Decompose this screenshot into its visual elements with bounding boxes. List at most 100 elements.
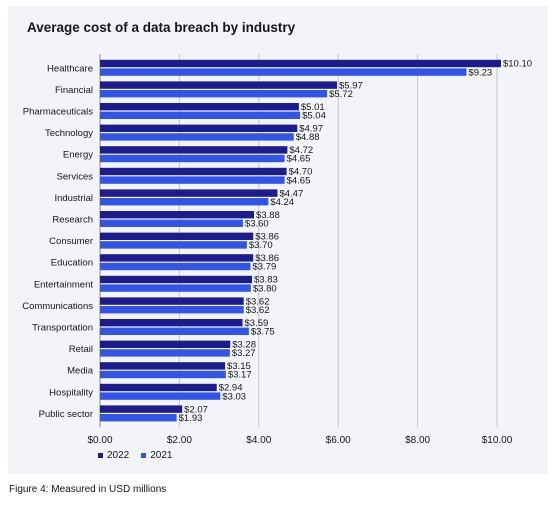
bar-2022-entertainment — [100, 275, 253, 284]
bar-2022-energy — [100, 146, 288, 154]
x-tick-label: $6.00 — [326, 435, 351, 446]
bar-2021-financial — [100, 90, 328, 98]
bar-2022-technology — [100, 124, 298, 132]
bar-2021-media — [100, 370, 226, 379]
category-label: Entertainment — [34, 279, 94, 290]
x-tick-label: $8.00 — [405, 435, 430, 446]
category-label: Energy — [63, 150, 93, 161]
bar-2022-transportation — [100, 319, 243, 327]
category-label: Communications — [22, 301, 93, 312]
data-label: $3.86 — [255, 232, 279, 243]
category-label: Research — [52, 215, 93, 226]
data-label: $3.86 — [255, 253, 279, 264]
bar-2021-hospitality — [100, 392, 221, 400]
data-label: $4.88 — [296, 132, 320, 143]
bar-2022-industrial — [100, 189, 278, 197]
data-label: $3.75 — [251, 327, 275, 338]
bar-2021-public-sector — [100, 414, 177, 422]
bar-2021-industrial — [100, 198, 269, 206]
x-tick-label: $4.00 — [246, 435, 271, 446]
data-label: $4.70 — [289, 167, 313, 178]
data-label: $4.97 — [299, 124, 323, 135]
data-label: $3.62 — [246, 296, 270, 307]
legend-item-2021: 2021 — [141, 450, 173, 461]
category-label: Retail — [69, 344, 93, 355]
category-label: Public sector — [39, 409, 93, 420]
category-label: Industrial — [54, 193, 93, 204]
bar-2022-public-sector — [100, 405, 183, 413]
legend-item-2022: 2022 — [98, 450, 129, 461]
bar-2021-communications — [100, 306, 244, 314]
data-label: $3.03 — [222, 391, 246, 402]
category-label: Consumer — [49, 236, 93, 247]
category-label: Transportation — [32, 323, 93, 334]
data-label: $1.93 — [179, 413, 203, 424]
data-label: $3.83 — [254, 275, 278, 286]
bar-2022-research — [100, 211, 255, 219]
bar-2021-healthcare — [100, 68, 467, 76]
data-label: $3.17 — [228, 370, 252, 381]
bar-2022-retail — [100, 340, 231, 348]
data-label: $3.27 — [232, 348, 256, 359]
data-label: $2.07 — [184, 404, 208, 415]
data-label: $5.97 — [339, 80, 363, 91]
bar-2022-healthcare — [100, 59, 501, 68]
bar-2021-technology — [100, 133, 294, 141]
data-label: $9.23 — [468, 67, 492, 78]
category-label: Financial — [55, 85, 93, 96]
figure-caption: Figure 4: Measured in USD millions — [9, 484, 167, 495]
chart-title: Average cost of a data breach by industr… — [27, 20, 296, 35]
bar-2021-pharmaceuticals — [100, 111, 301, 119]
bar-2021-research — [100, 219, 243, 227]
data-label: $3.28 — [232, 340, 256, 351]
bar-2021-education — [100, 262, 251, 271]
data-label: $3.62 — [246, 305, 270, 316]
bar-2022-services — [100, 167, 287, 176]
bar-2021-services — [100, 176, 285, 184]
category-label: Hospitality — [49, 387, 93, 398]
data-label: $4.65 — [287, 175, 311, 186]
bar-2022-consumer — [100, 232, 254, 240]
bar-2021-retail — [100, 349, 230, 357]
legend: 2022 2021 — [98, 450, 173, 461]
x-tick-label: $2.00 — [167, 435, 192, 446]
bar-2022-hospitality — [100, 383, 217, 392]
data-label: $3.59 — [245, 318, 269, 329]
data-label: $5.04 — [302, 111, 326, 122]
bar-2022-financial — [100, 81, 338, 89]
bar-2022-pharmaceuticals — [100, 103, 299, 111]
data-label: $3.80 — [253, 283, 277, 294]
data-label: $4.24 — [270, 197, 294, 208]
category-label: Media — [67, 366, 94, 377]
data-label: $3.15 — [227, 361, 251, 372]
bar-2021-transportation — [100, 327, 249, 335]
category-label: Technology — [45, 128, 93, 139]
bar-2022-education — [100, 254, 254, 262]
bar-2021-energy — [100, 154, 285, 163]
data-label: $2.94 — [219, 383, 243, 394]
legend-swatch-2021 — [141, 453, 147, 458]
data-label: $5.01 — [301, 102, 325, 113]
x-tick-label: $10.00 — [482, 435, 513, 446]
data-label: $4.72 — [289, 145, 313, 156]
x-tick-label: $0.00 — [87, 435, 112, 446]
bar-2021-consumer — [100, 241, 247, 249]
category-label: Education — [51, 258, 93, 269]
data-label: $3.70 — [249, 240, 273, 251]
legend-label-2022: 2022 — [107, 450, 130, 461]
data-label: $4.65 — [287, 154, 311, 165]
legend-label-2021: 2021 — [150, 450, 173, 461]
data-label: $4.47 — [279, 188, 303, 199]
bar-2022-media — [100, 362, 226, 370]
category-label: Pharmaceuticals — [23, 107, 93, 118]
data-label: $3.60 — [245, 219, 269, 230]
bar-2021-entertainment — [100, 284, 251, 292]
category-label: Services — [57, 171, 94, 182]
data-label: $3.79 — [252, 262, 276, 273]
data-label: $5.72 — [329, 89, 353, 100]
data-label: $3.88 — [256, 210, 280, 221]
category-label: Healthcare — [47, 63, 93, 74]
data-label: $10.10 — [503, 59, 532, 70]
legend-swatch-2022 — [98, 453, 103, 458]
